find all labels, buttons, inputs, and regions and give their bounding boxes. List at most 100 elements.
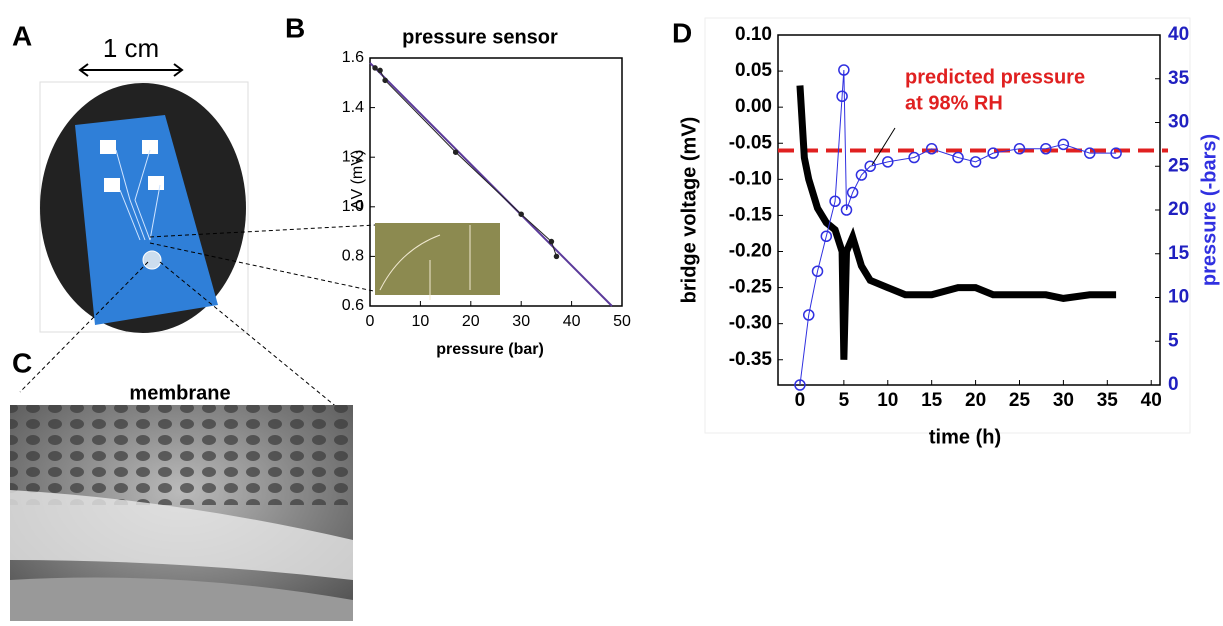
marker [908,151,920,164]
y-tick-label: -0.30 [729,313,772,334]
y2-tick-label: 0 [1168,374,1179,395]
series-line [799,69,1117,386]
panel-d-frame [704,17,1191,434]
annotation: at 98% RH [905,92,1003,114]
x-tick-label: 50 [613,313,631,330]
sem-pores [10,405,353,505]
marker [829,195,841,207]
marker [382,77,388,84]
marker [836,90,848,102]
traces [115,149,161,241]
y-tick-label: -0.35 [729,349,773,370]
pad [104,178,120,192]
scale-arrows [78,63,184,77]
series-line [369,62,613,307]
y-tick-label: -0.10 [729,168,772,189]
y-axis-label: ΔV (mV) [349,150,366,210]
x-tick-label: 10 [877,390,898,411]
y2-tick-label: 40 [1168,24,1189,45]
pad [100,140,116,154]
y-tick-label: 1.4 [342,99,364,116]
marker [855,169,868,181]
y2-tick-label: 35 [1168,68,1190,89]
y-tick-label: 0.05 [735,60,772,81]
marker [882,156,894,168]
scale-label: 1 cm [103,33,159,63]
marker [840,204,853,216]
x-axis-label: time (h) [929,426,1001,448]
plot-frame [369,57,623,307]
marker [952,151,964,164]
x-tick-label: 0 [795,390,806,411]
marker [1083,147,1096,159]
y-tick-label: 0.10 [735,24,772,45]
inset-image [375,223,500,295]
membrane-spot [142,250,162,270]
x-tick-label: 0 [366,313,375,330]
marker [987,147,999,159]
chart-title: pressure sensor [402,26,558,48]
y-tick-label: -0.15 [729,204,773,225]
marker [1040,143,1052,155]
marker [820,230,833,242]
image-title: membrane [129,382,230,404]
y2-tick-label: 25 [1168,155,1190,176]
chip [75,115,218,325]
panel-label: A [12,20,32,51]
marker [548,238,555,245]
marker [377,67,383,74]
x-tick-label: 10 [412,313,430,330]
x-tick-label: 15 [921,390,943,411]
pad [148,176,164,190]
marker [811,265,824,277]
marker [925,143,938,155]
y2-tick-label: 5 [1168,330,1179,351]
panel-label: D [672,17,692,48]
y-tick-label: 1.0 [342,198,364,215]
x-tick-label: 20 [462,313,480,330]
series-line [796,85,1117,360]
sem-base [10,577,353,621]
x-tick-label: 35 [1097,390,1119,411]
marker [452,149,459,155]
panel-label: B [285,12,305,43]
marker [1110,147,1122,159]
marker [969,156,982,168]
marker [553,253,560,260]
marker [864,160,876,172]
y-tick-label: -0.20 [729,241,772,262]
marker [518,211,524,217]
connectors [19,224,379,419]
x-tick-label: 40 [563,313,581,330]
panel-label: C [12,347,32,378]
y-tick-label: 1.6 [342,49,364,66]
x-tick-label: 30 [512,313,530,330]
inset-traces [379,225,471,300]
y2-tick-label: 20 [1168,199,1189,220]
y2-tick-label: 30 [1168,112,1189,133]
y2-tick-label: 10 [1168,287,1189,308]
y-tick-label: 0.6 [342,297,364,314]
y-tick-label: 0.8 [342,248,364,265]
x-tick-label: 20 [965,390,986,411]
pad [142,140,158,154]
y-tick-label: 0.00 [735,96,772,117]
y-tick-label: 1.2 [342,148,364,165]
x-axis-label: pressure (bar) [436,341,544,358]
annotation: predicted pressure [905,66,1085,88]
annotation-pointer [871,127,896,166]
marker [838,64,850,76]
marker [846,186,859,199]
marker [372,65,378,71]
x-tick-label: 30 [1053,390,1074,411]
x-tick-label: 25 [1009,390,1031,411]
y-tick-label: -0.25 [729,277,773,298]
marker [802,309,815,321]
sem-cross-section [10,490,353,580]
y-axis-label: bridge voltage (mV) [678,117,700,304]
x-tick-label: 5 [839,390,850,411]
y2-axis-label: pressure (-bars) [1198,134,1220,286]
y-tick-label: -0.05 [729,132,773,153]
marker [1013,143,1026,155]
